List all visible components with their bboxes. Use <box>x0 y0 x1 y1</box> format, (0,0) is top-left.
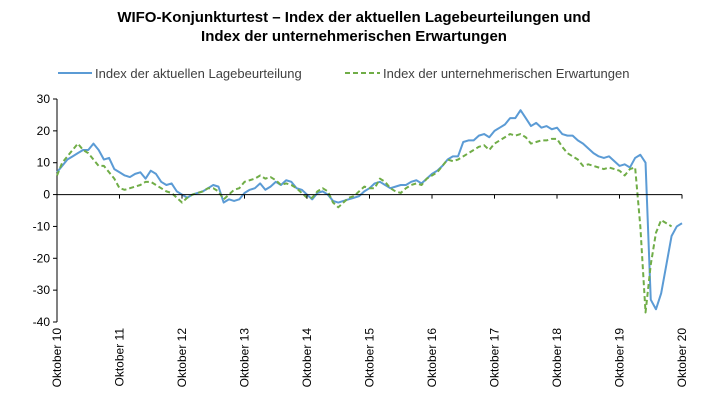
legend-label-lagebeurteilung: Index der aktuellen Lagebeurteilung <box>95 66 302 81</box>
y-tick-label: 10 <box>37 156 51 170</box>
legend-label-erwartungen: Index der unternehmerischen Erwartungen <box>383 66 629 81</box>
x-tick-label: Oktober 14 <box>300 328 314 388</box>
x-tick-label: Oktober 15 <box>363 328 377 388</box>
x-tick-label: Oktober 16 <box>425 328 439 388</box>
y-tick-label: 0 <box>43 188 50 202</box>
x-tick-label: Oktober 10 <box>50 328 64 388</box>
y-tick-label: -10 <box>33 219 51 233</box>
y-tick-label: 20 <box>37 124 51 138</box>
zero-axis <box>56 194 683 199</box>
y-tick-label: 30 <box>37 92 51 106</box>
x-tick-label: Oktober 18 <box>550 328 564 388</box>
legend: Index der aktuellen Lagebeurteilung Inde… <box>58 66 629 81</box>
y-axis: 30 20 10 0 -10 -20 -30 -40 <box>33 92 58 329</box>
x-axis: Oktober 10 Oktober 11 Oktober 12 Oktober 13… <box>50 328 689 388</box>
x-tick-label: Oktober 13 <box>238 328 252 388</box>
y-tick-label: -40 <box>33 315 51 329</box>
x-tick-label: Oktober 17 <box>488 328 502 388</box>
x-tick-label: Oktober 11 <box>113 328 127 387</box>
series-line-lagebeurteilung <box>56 109 683 311</box>
chart-title-line-1: WIFO-Konjunkturtest – Index der aktuelle… <box>117 9 590 26</box>
x-tick-label: Oktober 19 <box>613 328 627 388</box>
x-tick-label: Oktober 20 <box>675 328 689 388</box>
chart-title-line-2: Index der unternehmerischen Erwartungen <box>201 28 507 45</box>
series-line-erwartungen <box>56 133 673 314</box>
series-lines <box>56 109 683 314</box>
x-tick-label: Oktober 12 <box>175 328 189 388</box>
y-tick-label: -20 <box>33 251 51 265</box>
y-tick-label: -30 <box>33 283 51 297</box>
